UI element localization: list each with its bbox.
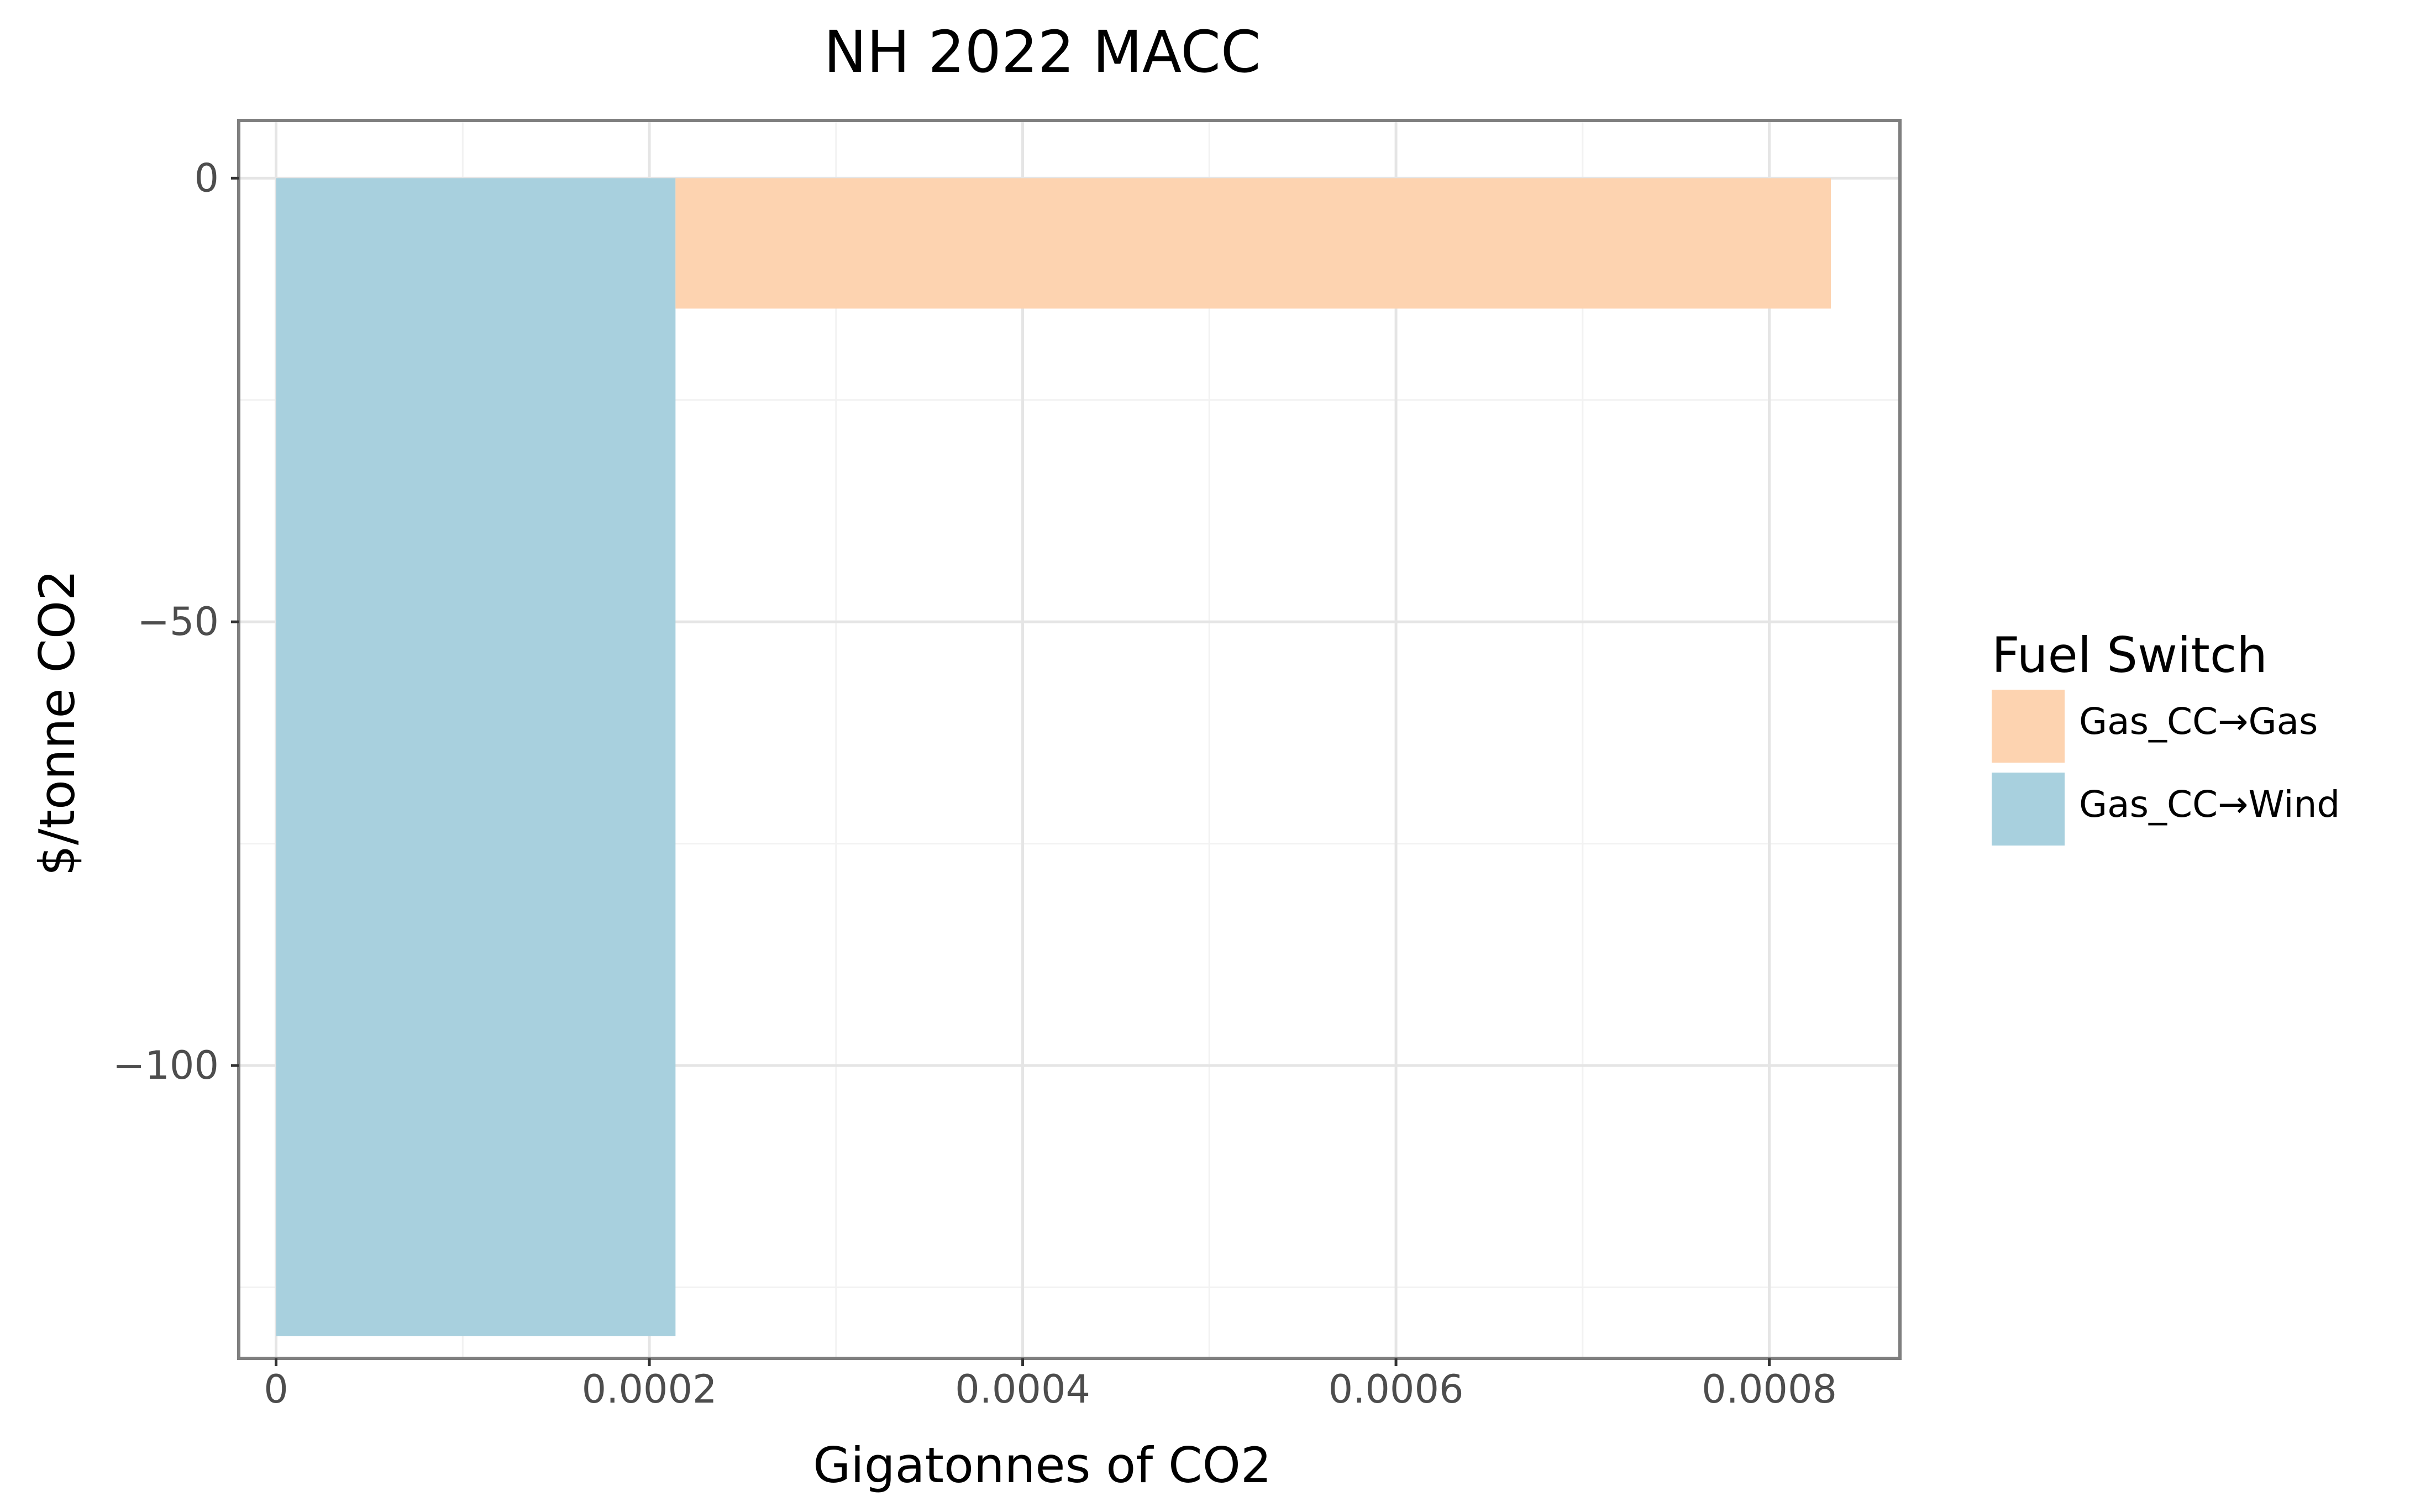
x-axis-label: Gigatonnes of CO2 bbox=[813, 1437, 1272, 1494]
legend-title: Fuel Switch bbox=[1992, 627, 2267, 684]
x-tick-label: 0 bbox=[264, 1367, 288, 1412]
x-tick-label: 0.0002 bbox=[582, 1367, 717, 1412]
bars bbox=[276, 178, 1831, 1336]
y-tick-label: −50 bbox=[137, 599, 219, 644]
x-tick-label: 0.0008 bbox=[1702, 1367, 1837, 1412]
legend-label-wind: Gas_CC→Wind bbox=[2079, 783, 2340, 826]
legend: Fuel Switch Gas_CC→Gas Gas_CC→Wind bbox=[1992, 627, 2340, 846]
legend-swatch-wind bbox=[1992, 773, 2065, 846]
x-tick-label: 0.0004 bbox=[955, 1367, 1090, 1412]
plot-border bbox=[237, 119, 1902, 1360]
bar-gas-cc-to-wind bbox=[276, 178, 676, 1336]
y-tick-label: −100 bbox=[113, 1043, 219, 1088]
legend-label-gas: Gas_CC→Gas bbox=[2079, 700, 2318, 743]
x-tick-label: 0.0006 bbox=[1329, 1367, 1464, 1412]
x-axis-ticks: 0 0.0002 0.0004 0.0006 0.0008 bbox=[264, 1358, 1837, 1412]
y-axis-label: $/tonne CO2 bbox=[29, 570, 86, 876]
y-tick-label: 0 bbox=[194, 155, 219, 201]
legend-swatch-gas bbox=[1992, 690, 2065, 763]
y-axis-ticks: 0 −50 −100 bbox=[113, 155, 239, 1088]
bar-gas-cc-to-gas bbox=[675, 178, 1831, 309]
chart-title: NH 2022 MACC bbox=[823, 18, 1261, 86]
